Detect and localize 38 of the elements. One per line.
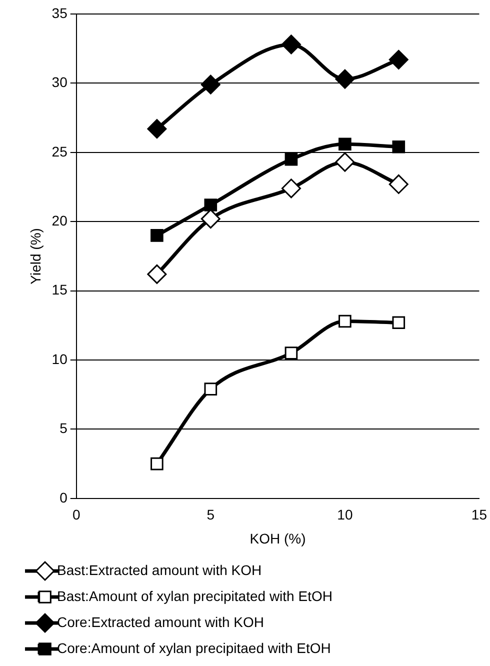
- legend-label: Bast:Amount of xylan precipitated with EtOH: [57, 588, 332, 604]
- point: [150, 457, 164, 470]
- point: [388, 50, 408, 70]
- point: [392, 140, 406, 154]
- point: [335, 152, 355, 172]
- point: [284, 346, 298, 360]
- legend-label: Core:Extracted amount with KOH: [57, 614, 264, 630]
- point: [147, 264, 167, 284]
- point: [388, 174, 408, 194]
- point: [281, 34, 301, 54]
- y-tick-label: 30: [52, 74, 68, 90]
- y-tick-label: 25: [52, 143, 68, 160]
- y-tick-label: 35: [52, 4, 68, 21]
- legend-label: Core:Amount of xylan precipitaed with EtOH: [57, 640, 331, 656]
- point: [150, 229, 164, 242]
- x-axis-title: KOH (%): [250, 530, 306, 546]
- point: [204, 382, 218, 396]
- point: [338, 314, 352, 328]
- x-tick-label: 0: [72, 506, 80, 523]
- point: [335, 69, 355, 89]
- point: [392, 316, 406, 330]
- x-tick-label: 10: [337, 506, 353, 523]
- point: [147, 119, 167, 139]
- y-tick-label: 10: [52, 350, 68, 367]
- y-tick-label: 0: [60, 489, 68, 506]
- point: [204, 198, 218, 212]
- point: [338, 138, 352, 151]
- point: [281, 178, 301, 198]
- point: [284, 152, 298, 166]
- y-tick-label: 20: [52, 212, 68, 228]
- x-tick-label: 15: [471, 506, 488, 523]
- y-tick-label: 5: [60, 420, 68, 436]
- y-tick-label: 15: [52, 282, 68, 298]
- legend-label: Bast:Extracted amount with KOH: [57, 562, 262, 578]
- point: [200, 209, 220, 229]
- point: [200, 74, 220, 94]
- y-axis-title: Yield (%): [27, 228, 44, 284]
- x-tick-label: 5: [206, 506, 215, 523]
